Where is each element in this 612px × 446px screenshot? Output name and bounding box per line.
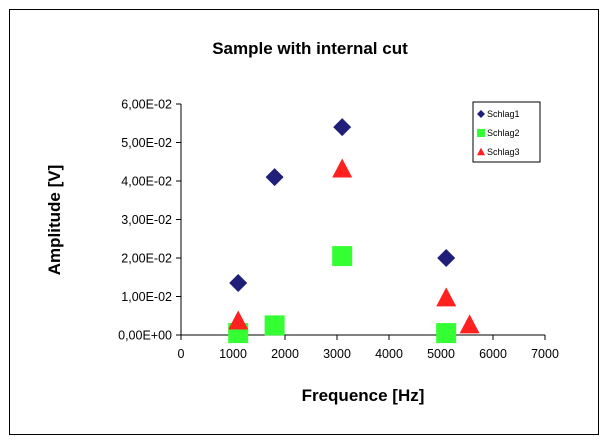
scatter-chart: Sample with internal cut Amplitude [V] F… — [45, 39, 559, 405]
x-tick-label: 3000 — [323, 347, 351, 361]
legend-label-schlag2: Schlag2 — [487, 128, 520, 138]
legend-label-schlag1: Schlag1 — [487, 109, 520, 119]
chart-area: Sample with internal cut Amplitude [V] F… — [9, 9, 599, 435]
x-tick-label: 1000 — [219, 347, 247, 361]
data-point-schlag2 — [436, 323, 457, 344]
tick-labels: 0,00E+00 1,00E-02 2,00E-02 3,00E-02 4,00E-02… — [118, 98, 559, 362]
x-axis-label: Frequence [Hz] — [302, 386, 425, 405]
y-tick-label: 3,00E-02 — [121, 213, 172, 227]
data-point-schlag2 — [332, 246, 353, 267]
legend-marker-schlag1 — [477, 110, 485, 118]
chart-title: Sample with internal cut — [212, 39, 408, 58]
y-tick-label: 4,00E-02 — [121, 175, 172, 189]
data-point-schlag3 — [459, 314, 480, 334]
y-tick-label: 0,00E+00 — [118, 329, 172, 343]
x-tick-label: 6000 — [479, 347, 507, 361]
data-point-schlag1 — [265, 168, 284, 187]
data-point-schlag1 — [333, 118, 352, 137]
data-point-schlag1 — [229, 274, 248, 293]
y-tick-label: 1,00E-02 — [121, 290, 172, 304]
y-axis-label: Amplitude [V] — [45, 165, 64, 276]
data-point-schlag3 — [332, 158, 353, 178]
legend-marker-schlag2 — [477, 129, 485, 137]
data-point-schlag1 — [437, 249, 456, 267]
x-tick-label: 2000 — [271, 347, 299, 361]
x-tick-label: 7000 — [531, 347, 559, 361]
x-tick-label: 5000 — [427, 347, 455, 361]
data-point-schlag2 — [264, 315, 285, 336]
legend-marker-schlag3 — [477, 147, 485, 156]
y-tick-label: 5,00E-02 — [121, 136, 172, 150]
x-tick-label: 0 — [178, 347, 185, 361]
data-points — [228, 118, 480, 344]
data-point-schlag3 — [436, 287, 457, 307]
legend-label-schlag3: Schlag3 — [487, 147, 520, 157]
legend: Schlag1 Schlag2 Schlag3 — [472, 101, 541, 163]
x-tick-label: 4000 — [375, 347, 403, 361]
y-tick-label: 6,00E-02 — [121, 98, 172, 112]
y-tick-label: 2,00E-02 — [121, 252, 172, 266]
data-point-schlag3 — [228, 310, 249, 330]
